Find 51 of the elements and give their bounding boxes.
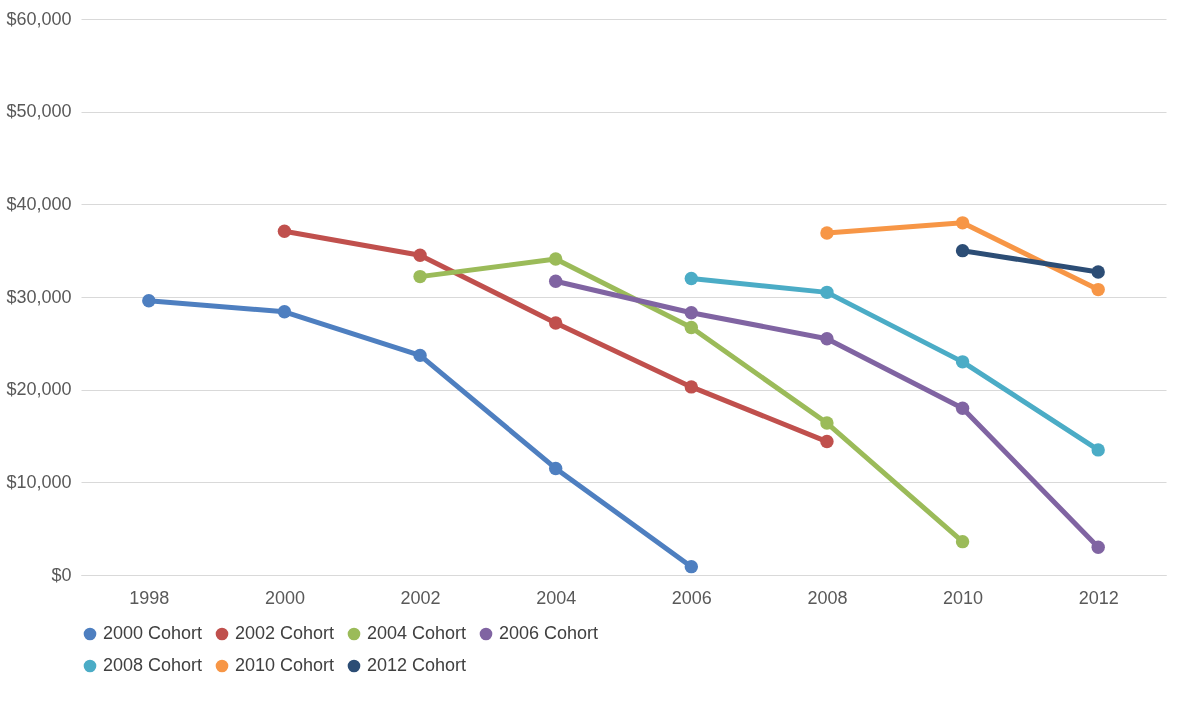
point <box>548 252 563 266</box>
point <box>413 348 427 363</box>
point <box>955 216 970 230</box>
point <box>1091 265 1105 279</box>
point <box>413 248 427 262</box>
legend-label: 2010 Cohort <box>235 655 335 675</box>
y-tick-label: $50,000 <box>6 101 72 122</box>
point <box>684 559 699 574</box>
point <box>684 306 699 320</box>
x-tick-label: 2008 <box>807 587 848 608</box>
y-tick-label: $10,000 <box>6 471 72 492</box>
point <box>413 269 427 284</box>
point <box>142 294 156 308</box>
legend-label: 2000 Cohort <box>103 623 203 643</box>
point <box>1091 282 1105 297</box>
point <box>820 434 834 449</box>
x-tick-label: 2004 <box>536 587 577 608</box>
x-tick-label: 2010 <box>943 587 984 608</box>
y-tick-label: $0 <box>51 564 72 585</box>
point <box>955 243 970 258</box>
x-tick-label: 2012 <box>1078 587 1119 608</box>
point <box>955 534 970 549</box>
x-tick-label: 2006 <box>671 587 712 608</box>
legend-label: 2006 Cohort <box>499 623 599 643</box>
y-tick-label: $60,000 <box>6 8 72 29</box>
legend-label: 2008 Cohort <box>103 655 203 675</box>
point <box>684 380 699 394</box>
point <box>955 355 970 369</box>
x-tick-label: 2002 <box>400 587 441 608</box>
point <box>277 224 292 238</box>
legend-label: 2012 Cohort <box>367 655 467 675</box>
point <box>955 401 970 415</box>
point <box>820 285 834 300</box>
point <box>277 305 292 319</box>
y-tick-label: $30,000 <box>6 286 72 307</box>
point <box>684 271 699 286</box>
point <box>820 226 834 240</box>
x-tick-label: 2000 <box>264 587 305 608</box>
point <box>548 274 563 288</box>
point <box>1091 540 1105 554</box>
point <box>684 320 699 335</box>
point <box>820 416 834 430</box>
point <box>548 316 563 330</box>
point <box>1091 443 1105 457</box>
legend-label: 2004 Cohort <box>367 623 467 643</box>
y-tick-label: $20,000 <box>6 379 72 400</box>
point <box>548 461 563 476</box>
y-tick-label: $40,000 <box>6 193 72 214</box>
x-tick-label: 1998 <box>129 587 170 608</box>
point <box>820 332 834 346</box>
legend-label: 2002 Cohort <box>235 623 335 643</box>
